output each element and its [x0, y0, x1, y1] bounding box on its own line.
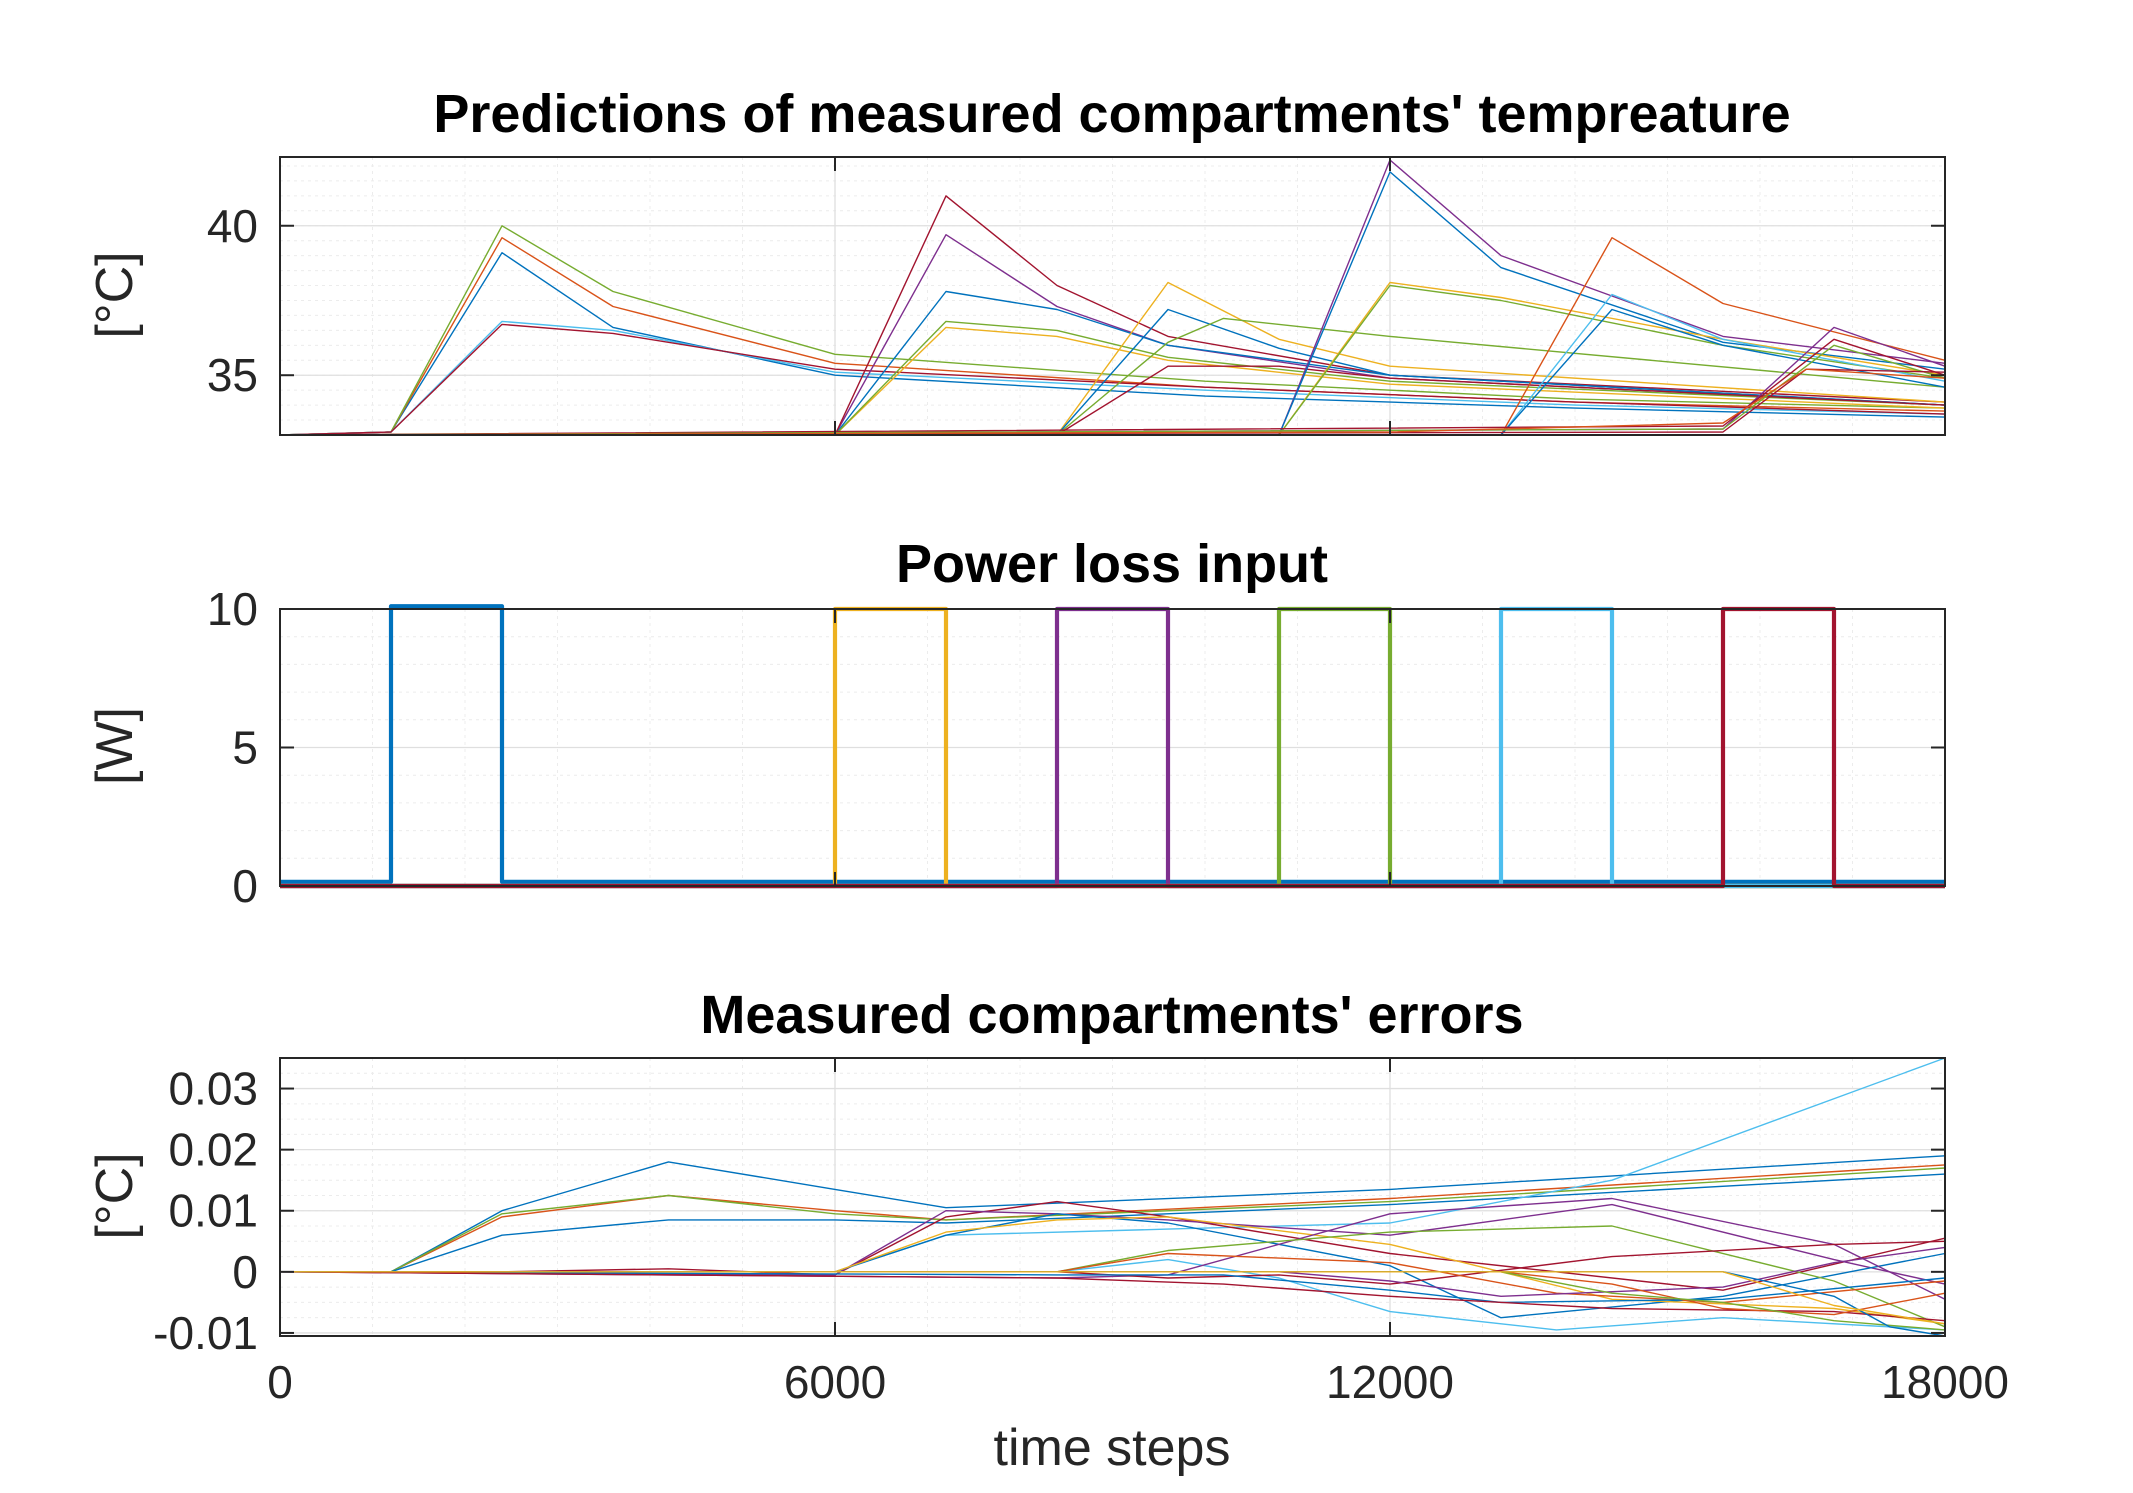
y-tick-label: 0.02: [168, 1124, 258, 1176]
y-tick-label: 0.01: [168, 1185, 258, 1237]
series-line-T5: [279, 323, 1946, 436]
x-tick-label: 18000: [1881, 1356, 2009, 1408]
series-line-E7: [279, 1203, 1946, 1285]
ticks: 35 40: [207, 157, 1946, 435]
grid: [279, 608, 1946, 887]
y-tick-label: 0: [232, 860, 258, 912]
series-line-E21: [280, 1271, 1946, 1325]
chart-title: Predictions of measured compartments' te…: [433, 84, 1790, 144]
series-line-E4: [280, 1173, 1946, 1273]
chart-title: Power loss input: [896, 534, 1328, 594]
series-group: [279, 1057, 1946, 1337]
x-tick-label: 12000: [1326, 1356, 1454, 1408]
grid: [279, 1057, 1946, 1336]
series-line-E10: [280, 1258, 1946, 1331]
series-line-P1: [280, 604, 1945, 884]
series-line-E9: [280, 1216, 1946, 1325]
y-axis-label: [°C]: [86, 251, 144, 338]
y-axis-label: [W]: [86, 707, 144, 785]
series-line-T26: [279, 368, 1946, 436]
axes-frame: [279, 1057, 1946, 1337]
series-line-T23: [279, 338, 1946, 436]
axes-frame: [279, 156, 1946, 436]
y-tick-label: -0.01: [153, 1307, 258, 1359]
series-line-E18: [280, 1271, 1946, 1316]
x-tick-label: 6000: [784, 1356, 886, 1408]
series-line-E15: [279, 1271, 1946, 1304]
axes-power-loss-input: Power loss input [W] 0 5 10: [86, 534, 1946, 912]
axes-measured-errors: Measured compartments' errors [°C] time …: [86, 985, 2009, 1477]
y-tick-label: 0.03: [168, 1063, 258, 1115]
y-tick-label: 40: [207, 200, 258, 252]
y-axis-label: [°C]: [86, 1152, 144, 1239]
y-tick-label: 10: [207, 583, 258, 635]
series-group: [280, 604, 1945, 889]
x-axis-label: time steps: [994, 1419, 1231, 1477]
series-line-E3: [280, 1167, 1946, 1273]
series-line-E8: [280, 1213, 1946, 1319]
y-tick-label: 0: [232, 1246, 258, 1298]
series-line-E13: [280, 1240, 1946, 1285]
series-line-T3: [279, 225, 1946, 436]
chart-title: Measured compartments' errors: [700, 985, 1523, 1045]
ticks: 0 5 10: [207, 583, 1946, 912]
x-tick-label: 0: [267, 1356, 293, 1408]
y-tick-label: 5: [232, 722, 258, 774]
y-tick-label: 35: [207, 349, 258, 401]
axes-temperature-predictions: Predictions of measured compartments' te…: [86, 84, 1946, 436]
series-line-E16: [279, 1271, 1946, 1322]
